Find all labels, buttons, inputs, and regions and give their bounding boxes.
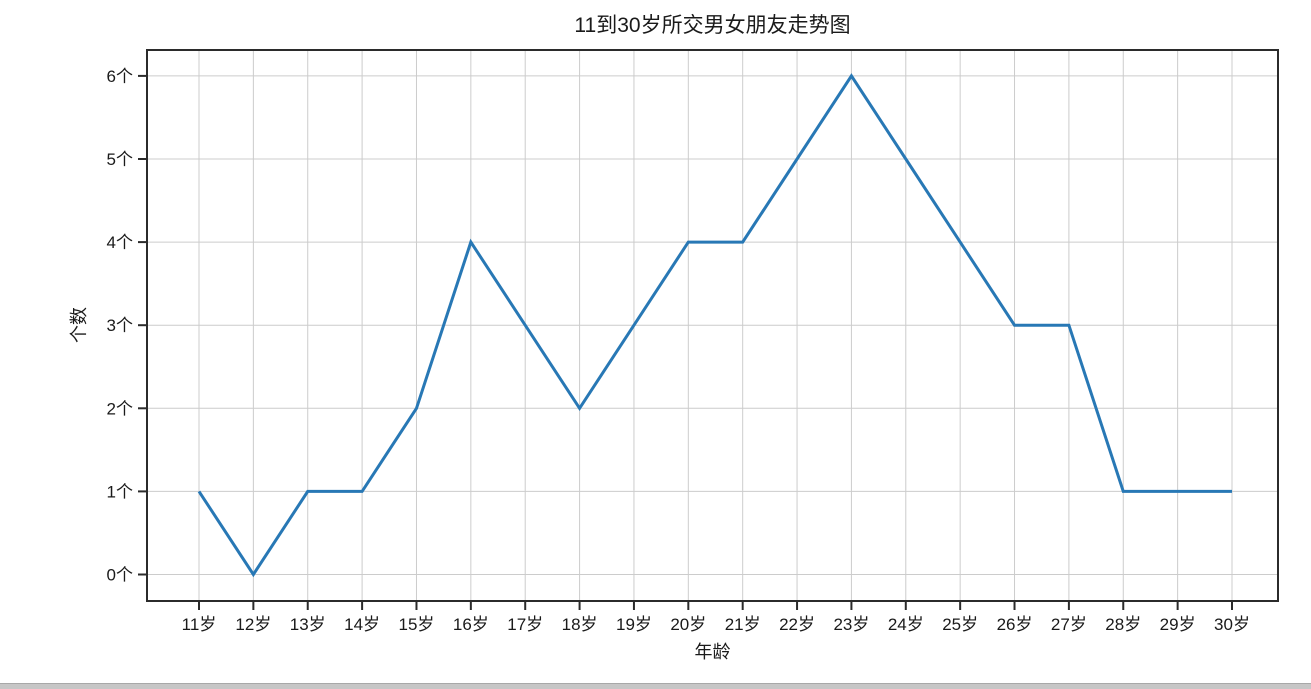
y-tick-label: 5个 — [107, 150, 133, 169]
x-tick-label: 26岁 — [997, 615, 1033, 634]
x-tick-label: 11岁 — [182, 615, 217, 634]
x-tick-label: 17岁 — [507, 615, 543, 634]
x-tick-label: 28岁 — [1105, 615, 1141, 634]
x-tick-label: 16岁 — [453, 615, 489, 634]
x-tick-label: 19岁 — [616, 615, 652, 634]
x-tick-label: 22岁 — [779, 615, 815, 634]
y-tick-label: 0个 — [107, 566, 133, 585]
x-tick-label: 21岁 — [725, 615, 761, 634]
x-tick-label: 30岁 — [1214, 615, 1250, 634]
trend-line — [197, 73, 1232, 578]
y-tick-label: 3个 — [107, 316, 133, 335]
x-tick-label: 23岁 — [833, 615, 869, 634]
y-axis-label: 个数 — [69, 307, 89, 343]
x-tick-label: 13岁 — [290, 615, 326, 634]
x-tick-label: 18岁 — [562, 615, 598, 634]
x-tick-label: 27岁 — [1051, 615, 1087, 634]
x-axis-label: 年龄 — [694, 642, 731, 662]
x-tick-label: 20岁 — [670, 615, 706, 634]
y-tick-label: 2个 — [107, 399, 133, 418]
x-tick-label: 12岁 — [235, 615, 271, 634]
x-tick-label: 25岁 — [942, 615, 978, 634]
axes-spines — [146, 49, 1279, 602]
x-tick-label: 14岁 — [344, 615, 380, 634]
y-tick-label: 4个 — [107, 233, 133, 252]
y-tick-label: 1个 — [107, 482, 133, 501]
chart-title: 11到30岁所交男女朋友走势图 — [574, 14, 851, 37]
x-tick-label: 24岁 — [888, 615, 924, 634]
x-tick-label: 29岁 — [1160, 615, 1196, 634]
x-tick-label: 15岁 — [399, 615, 435, 634]
y-tick-label: 6个 — [107, 67, 133, 86]
window-bottom-edge — [0, 683, 1311, 689]
